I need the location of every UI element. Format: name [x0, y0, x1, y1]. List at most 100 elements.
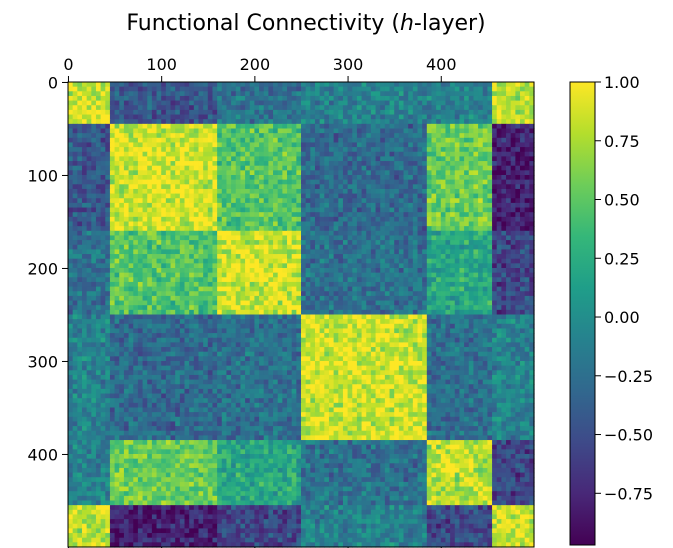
heatmap-cell — [184, 272, 190, 278]
heatmap-cell — [417, 305, 423, 311]
heatmap-cell — [114, 82, 120, 88]
heatmap-cell — [240, 86, 246, 92]
heatmap-cell — [179, 240, 186, 246]
heatmap-cell — [510, 240, 516, 246]
heatmap-cell — [342, 137, 349, 144]
heatmap-cell — [193, 119, 200, 125]
heatmap-cell — [179, 133, 186, 139]
heatmap-cell — [398, 295, 405, 302]
heatmap-cell — [342, 86, 349, 92]
heatmap-cell — [347, 179, 353, 185]
heatmap-cell — [319, 226, 325, 232]
heatmap-cell — [352, 109, 358, 116]
heatmap-cell — [147, 212, 153, 218]
heatmap-cell — [431, 161, 437, 167]
heatmap-cell — [436, 295, 442, 302]
heatmap-cell — [259, 198, 265, 204]
heatmap-cell — [133, 161, 139, 167]
heatmap-cell — [105, 109, 111, 116]
heatmap-cell — [454, 235, 461, 241]
heatmap-cell — [412, 128, 419, 134]
heatmap-cell — [506, 91, 512, 97]
heatmap-cell — [398, 175, 405, 181]
heatmap-cell — [273, 156, 279, 162]
heatmap-cell — [119, 263, 125, 269]
heatmap-cell — [165, 230, 172, 237]
heatmap-cell — [282, 230, 288, 237]
heatmap-cell — [510, 184, 516, 190]
heatmap-cell — [515, 235, 521, 241]
heatmap-cell — [301, 119, 307, 125]
heatmap-cell — [501, 254, 507, 260]
heatmap-cell — [342, 202, 349, 209]
heatmap-cell — [361, 300, 367, 306]
heatmap-cell — [524, 179, 530, 185]
heatmap-cell — [123, 156, 130, 162]
heatmap-cell — [445, 91, 451, 97]
heatmap-cell — [440, 268, 447, 274]
heatmap-cell — [68, 123, 74, 130]
heatmap-cell — [524, 291, 530, 297]
heatmap-cell — [77, 188, 83, 195]
heatmap-cell — [133, 119, 139, 125]
heatmap-cell — [506, 188, 512, 195]
heatmap-cell — [109, 268, 116, 274]
heatmap-cell — [249, 133, 255, 139]
heatmap-cell — [524, 281, 530, 288]
heatmap-cell — [109, 198, 116, 204]
heatmap-cell — [68, 114, 74, 120]
heatmap-cell — [221, 216, 228, 223]
heatmap-cell — [389, 114, 395, 120]
heatmap-cell — [77, 291, 83, 297]
heatmap-cell — [91, 86, 97, 92]
heatmap-cell — [151, 123, 158, 130]
heatmap-cell — [301, 202, 307, 209]
heatmap-cell — [198, 286, 204, 292]
heatmap-cell — [454, 188, 461, 195]
heatmap-cell — [287, 254, 293, 260]
heatmap-cell — [366, 137, 372, 144]
heatmap-cell — [478, 179, 484, 185]
heatmap-cell — [263, 179, 269, 185]
heatmap-cell — [277, 305, 283, 311]
heatmap-cell — [277, 109, 283, 116]
heatmap-cell — [422, 91, 428, 97]
heatmap-cell — [68, 188, 74, 195]
heatmap-cell — [389, 156, 395, 162]
heatmap-cell — [198, 128, 204, 134]
heatmap-cell — [464, 109, 470, 116]
heatmap-cell — [203, 249, 209, 255]
heatmap-cell — [226, 230, 232, 237]
heatmap-cell — [86, 277, 92, 283]
heatmap-cell — [287, 202, 293, 209]
heatmap-cell — [170, 170, 176, 176]
heatmap-cell — [198, 249, 204, 255]
heatmap-cell — [259, 151, 265, 157]
heatmap-cell — [128, 212, 134, 218]
heatmap-cell — [482, 91, 488, 97]
heatmap-cell — [520, 151, 526, 157]
heatmap-cell — [189, 161, 195, 167]
heatmap-cell — [77, 147, 83, 153]
heatmap-cell — [221, 133, 228, 139]
heatmap-cell — [464, 165, 470, 171]
heatmap-cell — [296, 109, 302, 116]
heatmap-cell — [235, 188, 242, 195]
heatmap-cell — [123, 258, 130, 264]
heatmap-cell — [310, 249, 316, 255]
heatmap-cell — [105, 258, 111, 264]
heatmap-cell — [212, 263, 218, 269]
heatmap-cell — [114, 114, 120, 120]
heatmap-cell — [189, 100, 195, 106]
heatmap-cell — [422, 300, 428, 306]
heatmap-cell — [468, 300, 475, 306]
heatmap-cell — [506, 235, 512, 241]
heatmap-cell — [95, 100, 102, 106]
heatmap-cell — [426, 161, 433, 167]
heatmap-cell — [328, 221, 335, 227]
heatmap-cell — [193, 86, 200, 92]
heatmap-cell — [482, 100, 488, 106]
heatmap-cell — [198, 147, 204, 153]
heatmap-cell — [91, 151, 97, 157]
heatmap-cell — [333, 291, 339, 297]
